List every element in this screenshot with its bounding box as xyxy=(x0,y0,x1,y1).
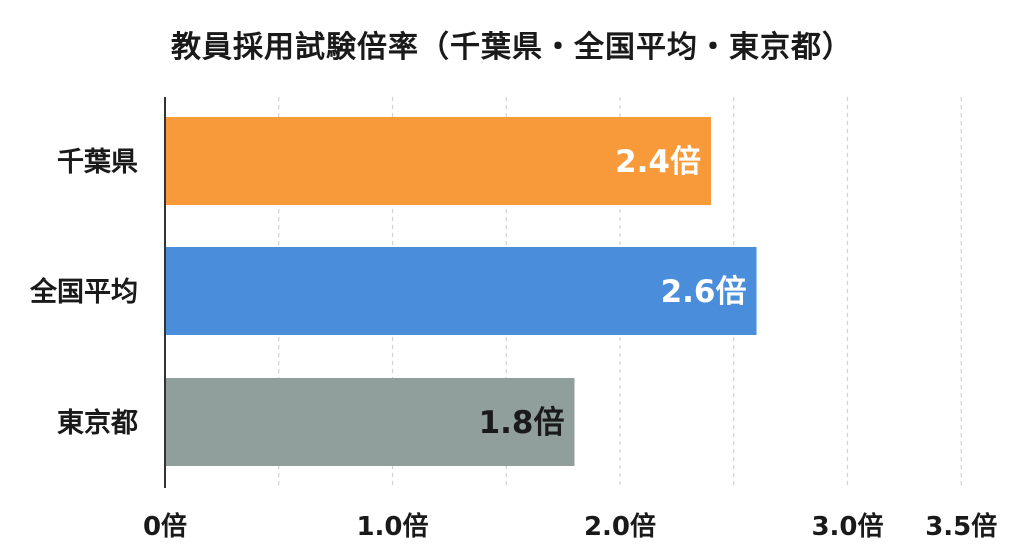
chart-title: 教員採用試験倍率（千葉県・全国平均・東京都） xyxy=(171,30,853,65)
x-tick-label: 3.5倍 xyxy=(925,511,997,542)
category-label: 東京都 xyxy=(57,407,138,439)
value-label: 2.6倍 xyxy=(661,274,747,310)
value-labels: 2.4倍 2.6倍 1.8倍 xyxy=(479,144,747,441)
x-tick-label: 2.0倍 xyxy=(584,511,656,542)
category-label: 千葉県 xyxy=(57,147,138,178)
bar xyxy=(165,117,711,205)
x-tick-label: 0倍 xyxy=(143,511,187,542)
bar xyxy=(165,247,757,335)
value-label: 1.8倍 xyxy=(479,405,565,441)
x-tick-label: 1.0倍 xyxy=(356,511,428,542)
x-tick-label: 3.0倍 xyxy=(811,511,883,542)
value-label: 2.4倍 xyxy=(615,144,701,180)
bar xyxy=(165,378,575,466)
category-label: 全国平均 xyxy=(29,276,138,308)
x-tick-labels: 0倍 1.0倍 2.0倍 3.0倍 3.5倍 xyxy=(143,511,997,542)
bars xyxy=(165,117,757,466)
